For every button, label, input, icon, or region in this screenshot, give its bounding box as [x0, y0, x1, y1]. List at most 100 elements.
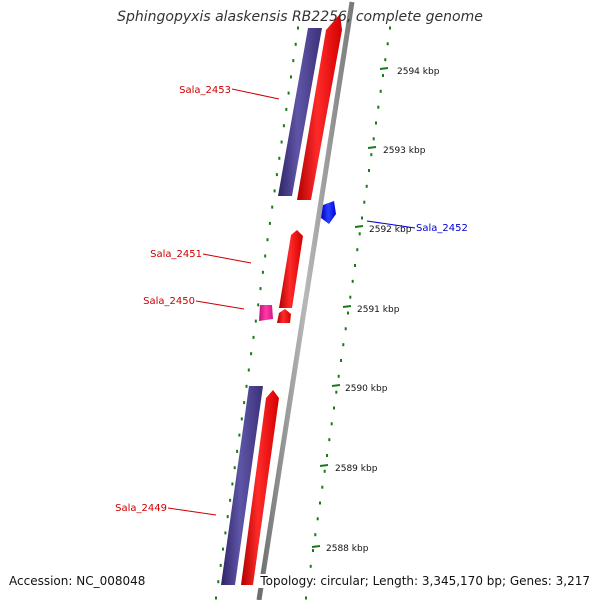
ruler-dot: [278, 156, 281, 160]
ruler-dot: [368, 169, 370, 172]
genome-summary-label: Topology: circular; Length: 3,345,170 bp…: [258, 574, 590, 588]
ruler-dot: [335, 390, 338, 394]
ruler-dot: [347, 311, 349, 315]
ruler-tick: [311, 545, 321, 548]
ruler-dot: [275, 173, 278, 177]
ruler-dot: [252, 335, 255, 339]
ruler-tick-label: 2593 kbp: [383, 146, 426, 156]
ruler-dot: [231, 482, 234, 486]
accession-label: Accession: NC_008048: [9, 574, 146, 588]
ruler-dot: [356, 248, 359, 252]
ruler-dot: [333, 406, 335, 410]
ruler-dot: [319, 501, 321, 505]
ruler-dot: [365, 184, 368, 188]
ruler-tick: [367, 146, 377, 149]
ruler-dot: [245, 384, 248, 388]
ruler-dot: [386, 42, 389, 46]
ruler-dot: [282, 124, 285, 128]
blast-hit-bar: [278, 28, 322, 196]
leader-line: [231, 88, 280, 100]
ruler-dot: [261, 270, 264, 274]
ruler-ticks: 2588 kbp 2589 kbp 2590 kbp 2591 kbp 2592…: [311, 67, 440, 554]
feature-track: [241, 14, 342, 585]
ruler-dot: [375, 121, 377, 125]
leader-line: [366, 220, 416, 229]
ruler-dot: [259, 287, 262, 291]
ruler-dot: [326, 454, 328, 457]
ruler-dot: [250, 352, 253, 356]
ruler-dot: [294, 42, 297, 46]
ruler-dot: [358, 232, 361, 236]
feature-label-sala-2450[interactable]: Sala_2450: [143, 296, 195, 307]
ruler-dot: [280, 140, 283, 144]
ruler-dot: [233, 466, 236, 470]
ruler-dot: [292, 59, 295, 63]
ruler-tick-label: 2592 kbp: [369, 225, 412, 235]
feature-label-sala-2453[interactable]: Sala_2453: [179, 85, 231, 96]
genome-backbone: [256, 1, 355, 600]
feature-sala-2450-rna[interactable]: [259, 305, 273, 321]
ruler-tick-label: 2590 kbp: [345, 384, 388, 394]
ruler-dot: [238, 433, 241, 437]
ruler-dot: [344, 327, 347, 331]
ruler-dot: [361, 216, 363, 220]
map-title: Sphingopyxis alaskensis RB2256, complete…: [117, 9, 483, 25]
ruler-dot: [222, 547, 224, 551]
ruler-dot: [264, 254, 267, 258]
ruler-tick-label: 2594 kbp: [397, 67, 440, 77]
ruler-dot: [285, 107, 288, 111]
ruler-dot: [330, 422, 333, 426]
ruler-dot: [379, 89, 382, 93]
ruler-dot: [349, 295, 352, 299]
ruler-dot: [316, 517, 319, 521]
ruler-dot: [377, 105, 380, 109]
ruler-dot: [257, 303, 260, 307]
ruler-dot: [372, 137, 375, 141]
feature-sala-2450-arrow[interactable]: [277, 309, 291, 323]
ruler-tick: [379, 67, 389, 70]
ruler-dot: [287, 91, 290, 95]
feature-label-sala-2449[interactable]: Sala_2449: [115, 503, 167, 514]
feature-labels: Sala_2453 Sala_2452 Sala_2451 Sala_2450 …: [115, 85, 468, 516]
leader-line: [195, 300, 245, 310]
leader-line: [167, 507, 217, 516]
ruler-dot: [389, 26, 391, 30]
ruler-dot: [309, 564, 312, 568]
feature-label-sala-2452[interactable]: Sala_2452: [416, 223, 468, 234]
blast-hit-track: [221, 28, 322, 585]
ruler-dots: [215, 26, 391, 600]
ruler-dot: [217, 580, 220, 584]
ruler-dot: [305, 596, 307, 600]
feature-sala-2451-arrow[interactable]: [279, 230, 303, 308]
ruler-tick: [331, 384, 341, 387]
ruler-dot: [340, 359, 342, 362]
ruler-dot: [370, 153, 373, 157]
ruler-dot: [382, 74, 384, 77]
feature-label-sala-2451[interactable]: Sala_2451: [150, 249, 202, 260]
ruler-dot: [328, 438, 331, 442]
ruler-tick-label: 2588 kbp: [326, 544, 369, 554]
feature-sala-2452-arrow[interactable]: [321, 201, 336, 224]
ruler-dot: [273, 189, 276, 193]
ruler-dot: [236, 449, 239, 453]
ruler-dot: [351, 279, 354, 283]
ruler-dot: [215, 596, 217, 600]
ruler-dot: [337, 374, 340, 378]
ruler-dot: [247, 368, 250, 372]
ruler-dot: [243, 401, 246, 405]
ruler-dot: [229, 498, 232, 502]
feature-sala-2449-arrow[interactable]: [241, 390, 279, 585]
ruler-dot: [323, 469, 326, 473]
blast-hit-bar: [221, 386, 263, 585]
feature-sala-2453-arrow[interactable]: [297, 14, 342, 200]
ruler-tick-label: 2591 kbp: [357, 305, 400, 315]
leader-line: [202, 253, 252, 264]
ruler-tick-label: 2589 kbp: [335, 464, 378, 474]
ruler-dot: [266, 238, 269, 242]
ruler-dot: [219, 563, 222, 567]
ruler-dot: [268, 221, 271, 225]
ruler-dot: [290, 75, 292, 79]
ruler-dot: [226, 515, 229, 519]
